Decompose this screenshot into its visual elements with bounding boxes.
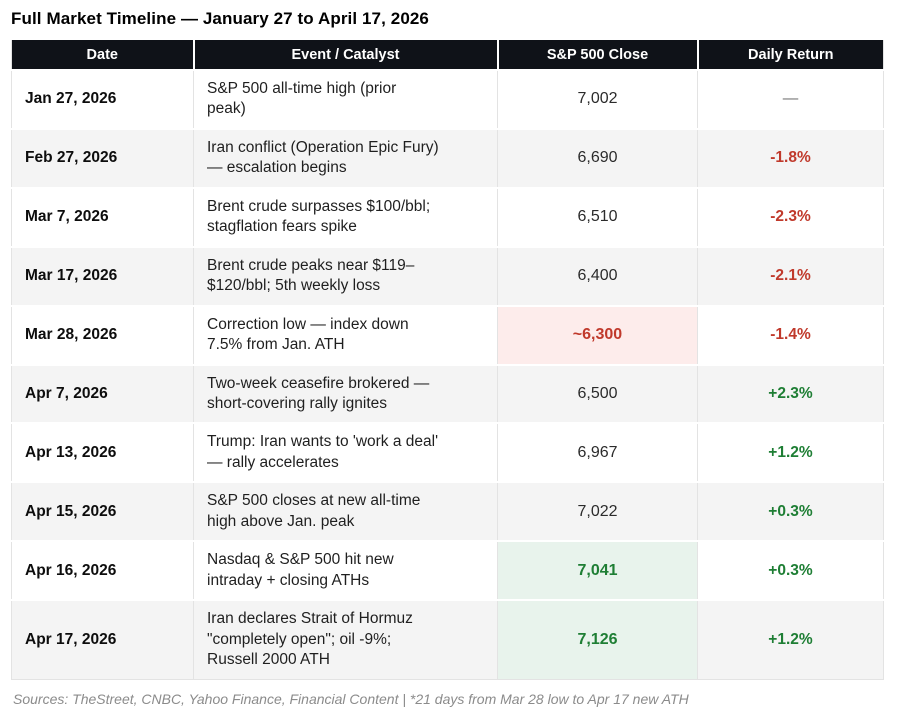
return-cell: -1.4% (697, 304, 884, 365)
close-cell: 7,002 (497, 69, 698, 129)
date-cell: Apr 7, 2026 (11, 363, 194, 424)
return-cell: +0.3% (697, 481, 884, 542)
table-row: Mar 28, 2026 Correction low — index down… (11, 304, 884, 365)
close-cell: 6,967 (497, 422, 698, 483)
table-row: Apr 15, 2026 S&P 500 closes at new all-t… (11, 481, 884, 542)
event-cell: Nasdaq & S&P 500 hit new intraday + clos… (193, 540, 498, 601)
date-cell: Apr 16, 2026 (11, 540, 194, 601)
event-cell: Trump: Iran wants to 'work a deal' — ral… (193, 422, 498, 483)
date-cell: Jan 27, 2026 (11, 69, 194, 129)
event-cell: S&P 500 closes at new all-time high abov… (193, 481, 498, 542)
table-row: Feb 27, 2026 Iran conflict (Operation Ep… (11, 127, 884, 188)
return-cell: +1.2% (697, 422, 884, 483)
column-header-date: Date (11, 40, 194, 70)
page-title: Full Market Timeline — January 27 to Apr… (11, 9, 429, 28)
event-cell: Correction low — index down 7.5% from Ja… (193, 304, 498, 365)
return-cell: — (697, 69, 884, 129)
close-cell: 6,690 (497, 127, 698, 188)
table-row: Apr 7, 2026 Two-week ceasefire brokered … (11, 363, 884, 424)
close-cell: 6,400 (497, 245, 698, 306)
table-row: Apr 17, 2026 Iran declares Strait of Hor… (11, 599, 884, 680)
close-cell: 7,022 (497, 481, 698, 542)
close-cell: 6,510 (497, 186, 698, 247)
date-cell: Apr 15, 2026 (11, 481, 194, 542)
date-cell: Feb 27, 2026 (11, 127, 194, 188)
column-header-event: Event / Catalyst (192, 40, 498, 70)
return-cell: -1.8% (697, 127, 884, 188)
table-row: Jan 27, 2026 S&P 500 all-time high (prio… (11, 69, 884, 129)
return-cell: +1.2% (697, 599, 884, 680)
date-cell: Apr 13, 2026 (11, 422, 194, 483)
date-cell: Mar 17, 2026 (11, 245, 194, 306)
table-row: Apr 16, 2026 Nasdaq & S&P 500 hit new in… (11, 540, 884, 601)
date-cell: Mar 7, 2026 (11, 186, 194, 247)
column-header-close: S&P 500 Close (496, 40, 698, 70)
table-row: Mar 7, 2026 Brent crude surpasses $100/b… (11, 186, 884, 247)
return-cell: +0.3% (697, 540, 884, 601)
table-header: Date Event / Catalyst S&P 500 Close Dail… (11, 40, 884, 70)
date-cell: Apr 17, 2026 (11, 599, 194, 680)
event-cell: Brent crude peaks near $119– $120/bbl; 5… (193, 245, 498, 306)
close-cell: 6,500 (497, 363, 698, 424)
event-cell: Brent crude surpasses $100/bbl; stagflat… (193, 186, 498, 247)
column-header-return: Daily Return (696, 40, 884, 70)
return-cell: -2.1% (697, 245, 884, 306)
return-cell: -2.3% (697, 186, 884, 247)
source-note: Sources: TheStreet, CNBC, Yahoo Finance,… (13, 690, 689, 707)
event-cell: Two-week ceasefire brokered — short-cove… (193, 363, 498, 424)
table-row: Mar 17, 2026 Brent crude peaks near $119… (11, 245, 884, 306)
close-cell-correction-low: ~6,300 (497, 304, 698, 365)
close-cell-new-ath: 7,126 (497, 599, 698, 680)
event-cell: Iran declares Strait of Hormuz "complete… (193, 599, 498, 680)
event-cell: S&P 500 all-time high (prior peak) (193, 69, 498, 129)
market-timeline-table: Date Event / Catalyst S&P 500 Close Dail… (11, 40, 884, 680)
date-cell: Mar 28, 2026 (11, 304, 194, 365)
event-cell: Iran conflict (Operation Epic Fury) — es… (193, 127, 498, 188)
table-row: Apr 13, 2026 Trump: Iran wants to 'work … (11, 422, 884, 483)
close-cell-new-ath: 7,041 (497, 540, 698, 601)
return-cell: +2.3% (697, 363, 884, 424)
